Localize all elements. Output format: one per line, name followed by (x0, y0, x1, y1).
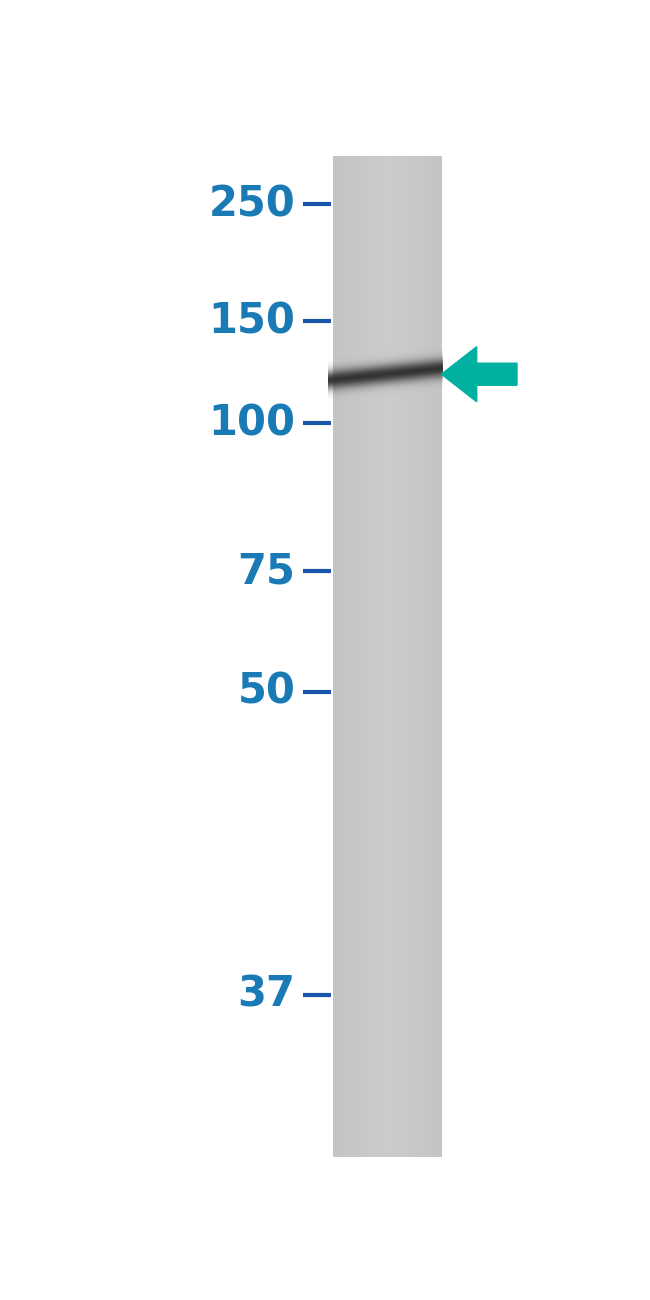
Text: 250: 250 (209, 183, 295, 225)
Text: 75: 75 (237, 550, 295, 593)
Text: 150: 150 (209, 300, 295, 342)
FancyArrow shape (441, 347, 517, 402)
Text: 50: 50 (237, 671, 295, 712)
Text: 100: 100 (209, 402, 295, 445)
Text: 37: 37 (237, 974, 295, 1015)
